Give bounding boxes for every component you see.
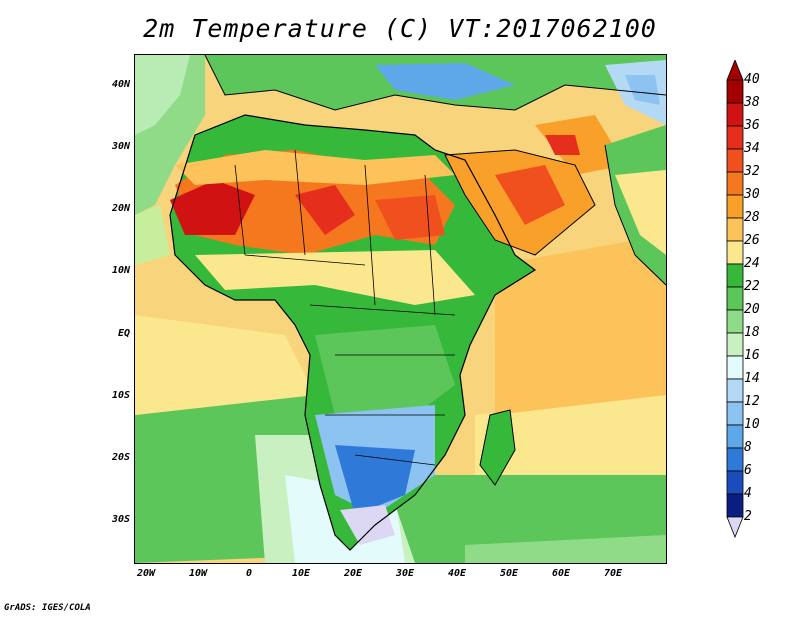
colorbar-segment [726, 424, 744, 449]
india-coastline [604, 144, 666, 286]
madagascar-coastline [479, 409, 516, 486]
colorbar-segment [726, 125, 744, 150]
colorbar-segment [726, 263, 744, 288]
gulf-hot [545, 135, 580, 155]
lon-label-60e: 60E [551, 568, 571, 579]
colorbar-tick-label: 16 [744, 348, 760, 363]
madagascar [480, 410, 515, 485]
south-africa-coldest [340, 505, 395, 545]
central-sahara-hottest [295, 185, 355, 235]
colorbar [726, 60, 744, 539]
lon-label-20e: 20E [343, 568, 363, 579]
colorbar-tick-label: 34 [744, 141, 760, 156]
colorbar-segment [726, 171, 744, 196]
colorbar-tick-label: 6 [744, 463, 752, 478]
atlantic-band [135, 205, 170, 265]
central-africa [315, 325, 455, 415]
colorbar-tick-label: 2 [744, 509, 752, 524]
lon-label-0: 0 [245, 568, 253, 579]
colorbar-tick-label: 18 [744, 325, 760, 340]
lon-label-20w: 20W [136, 568, 156, 579]
colorbar-tick-label: 24 [744, 256, 760, 271]
lat-label-20s: 20S [111, 452, 130, 463]
iran-warm [535, 115, 625, 175]
lon-label-50e: 50E [499, 568, 519, 579]
lat-label-10n: 10N [111, 265, 130, 276]
arabia-coastline [444, 149, 596, 256]
colorbar-tick-label: 28 [744, 210, 760, 225]
colorbar-segment [726, 79, 744, 104]
colorbar-tick-label: 4 [744, 486, 752, 501]
colorbar-top-triangle [726, 60, 744, 81]
africa-coastline [169, 114, 537, 551]
temperature-map [134, 54, 667, 564]
colorbar-tick-label: 38 [744, 95, 760, 110]
country-borders [234, 149, 456, 466]
colorbar-tick-label: 26 [744, 233, 760, 248]
colorbar-tick-label: 20 [744, 302, 760, 317]
colorbar-segment [726, 401, 744, 426]
colorbar-segment [726, 148, 744, 173]
west-sahara-hottest [170, 180, 255, 235]
colorbar-tick-label: 40 [744, 72, 760, 87]
black-sea-cool [375, 63, 515, 100]
colorbar-segment [726, 194, 744, 219]
footer-credit: GrADS: IGES/COLA [4, 603, 91, 613]
colorbar-tick-label: 22 [744, 279, 760, 294]
north-atlantic-cooler [135, 55, 190, 135]
south-atlantic-yellow [135, 315, 315, 415]
colorbar-segment [726, 240, 744, 265]
colorbar-tick-label: 10 [744, 417, 760, 432]
colorbar-segment [726, 309, 744, 334]
india-warm [615, 170, 666, 255]
lat-label-20n: 20N [111, 203, 130, 214]
sahel-band [195, 250, 475, 305]
lon-label-70e: 70E [603, 568, 623, 579]
mid-indian-yellow [475, 395, 666, 475]
colorbar-segment [726, 286, 744, 311]
colorbar-segment [726, 332, 744, 357]
lat-label-30s: 30S [111, 514, 130, 525]
lon-label-10e: 10E [291, 568, 311, 579]
colorbar-bottom-triangle [726, 516, 744, 539]
lat-label-30n: 30N [111, 141, 130, 152]
europe-coastline [204, 55, 666, 111]
north-africa-band [175, 150, 455, 185]
colorbar-tick-label: 30 [744, 187, 760, 202]
colorbar-tick-label: 32 [744, 164, 760, 179]
mountains-cool [625, 75, 660, 105]
lon-label-30e: 30E [395, 568, 415, 579]
colorbar-tick-label: 8 [744, 440, 752, 455]
lon-label-10w: 10W [188, 568, 208, 579]
colorbar-tick-label: 14 [744, 371, 760, 386]
map-title: 2m Temperature (C) VT:2017062100 [143, 14, 657, 43]
arabia-hot [495, 165, 565, 225]
lon-label-40e: 40E [447, 568, 467, 579]
lat-label-eq: EQ [117, 328, 130, 339]
colorbar-segment [726, 355, 744, 380]
colorbar-tick-label: 12 [744, 394, 760, 409]
colorbar-tick-label: 36 [744, 118, 760, 133]
colorbar-segment [726, 470, 744, 495]
colorbar-segment [726, 217, 744, 242]
colorbar-segment [726, 493, 744, 518]
lat-label-40n: 40N [111, 79, 130, 90]
southern-africa-cold [335, 445, 415, 515]
colorbar-segment [726, 378, 744, 403]
colorbar-segment [726, 447, 744, 472]
south-indian-light [465, 535, 666, 563]
colorbar-segment [726, 102, 744, 127]
temperature-map-svg [135, 55, 666, 563]
lat-label-10s: 10S [111, 390, 130, 401]
indian-ocean-orange [495, 235, 666, 415]
